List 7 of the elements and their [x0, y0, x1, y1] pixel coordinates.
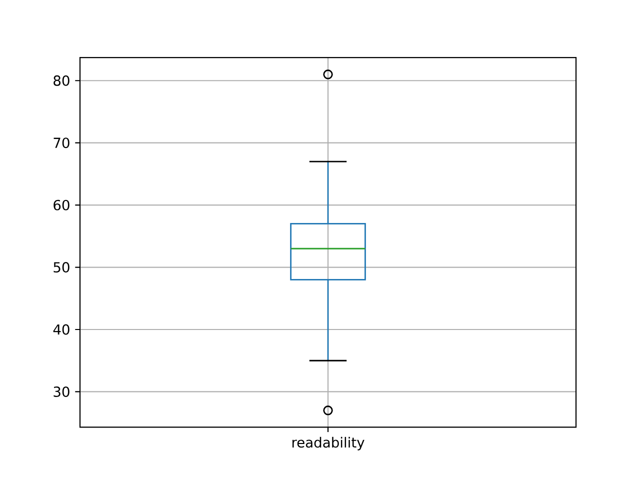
y-tick-label: 30	[54, 386, 70, 397]
y-tick-label: 70	[54, 138, 70, 148]
y-tick-label: 80	[54, 75, 70, 86]
y-tick-label: 50	[54, 262, 70, 273]
y-tick-label: 60	[54, 200, 70, 210]
y-tick-label: 40	[53, 324, 70, 335]
x-tick-label: readability	[292, 436, 364, 450]
